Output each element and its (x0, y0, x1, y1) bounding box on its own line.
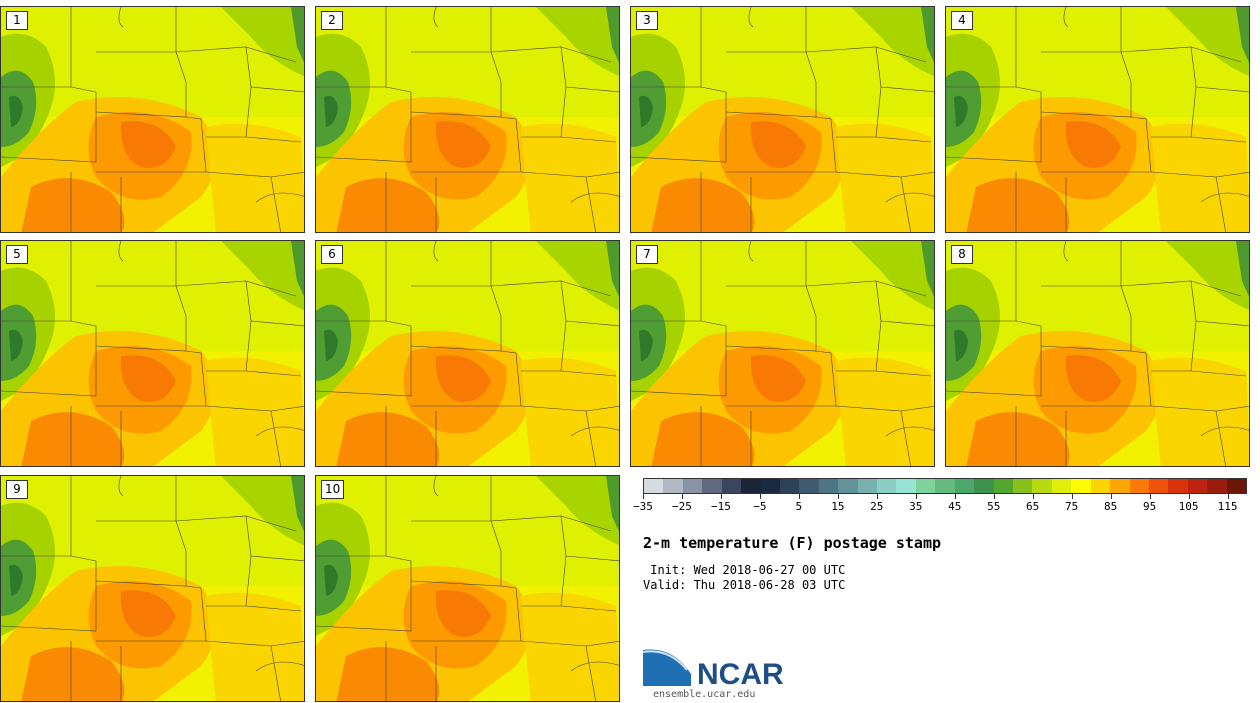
colorbar-tick (759, 494, 761, 499)
colorbar-bin (915, 479, 936, 493)
colorbar-tick (915, 494, 917, 499)
member-map-panel: 7 (630, 240, 935, 467)
colorbar-tick (798, 494, 800, 499)
colorbar-tick-label: 45 (948, 500, 962, 513)
colorbar-tick (837, 494, 839, 499)
colorbar-tick-label: 75 (1065, 500, 1079, 513)
init-time: Init: Wed 2018-06-27 00 UTC (643, 563, 846, 577)
member-map-panel: 5 (0, 240, 305, 467)
colorbar-tick (1110, 494, 1112, 499)
colorbar-bin (935, 479, 955, 493)
colorbar-tick-label: 5 (795, 500, 803, 513)
chart-title: 2-m temperature (F) postage stamp (643, 534, 942, 552)
member-map-panel: 9 (0, 475, 305, 702)
colorbar-bin (1071, 479, 1091, 493)
member-number-label: 4 (951, 11, 973, 30)
member-number-label: 6 (321, 245, 343, 264)
valid-time: Valid: Thu 2018-06-28 03 UTC (643, 578, 846, 592)
member-map-panel: 8 (945, 240, 1250, 467)
member-map-panel: 3 (630, 6, 935, 233)
member-number-label: 7 (636, 245, 658, 264)
colorbar-tick-label: −5 (753, 500, 767, 513)
colorbar-bin (702, 479, 722, 493)
logo-text: NCAR (697, 658, 784, 688)
colorbar-ticks: −35 −25 −15 −5 5 15 25 35 45 55 65 75 85 95 105 115 (633, 494, 1247, 514)
colorbar-tick (993, 494, 995, 499)
colorbar-bin (644, 479, 664, 493)
colorbar-tick-label: 115 (1217, 500, 1238, 513)
colorbar-bin (1051, 479, 1072, 493)
member-number-label: 1 (6, 11, 28, 30)
colorbar-bin (954, 479, 975, 493)
colorbar-tick-label: −25 (672, 500, 692, 513)
colorbar-tick (1227, 494, 1229, 499)
colorbar-tick (643, 494, 644, 499)
colorbar-bin (877, 479, 897, 493)
colorbar-bin (682, 479, 703, 493)
colorbar-tick (876, 494, 878, 499)
colorbar-bin (974, 479, 994, 493)
colorbar-tick (1032, 494, 1034, 499)
colorbar-tick-label: 95 (1142, 500, 1157, 513)
colorbar-tick (954, 494, 956, 499)
colorbar-tick-label: 55 (987, 500, 1001, 513)
member-number-label: 3 (636, 11, 658, 30)
colorbar-bin (1129, 479, 1149, 493)
colorbar-bin (1148, 479, 1169, 493)
colorbar-bin (1187, 479, 1208, 493)
colorbar-tick (681, 494, 683, 499)
colorbar-tick-label: 35 (909, 500, 923, 513)
colorbar-bin (1110, 479, 1130, 493)
colorbar-bin (818, 479, 839, 493)
colorbar-tick (1071, 494, 1073, 499)
colorbar-tick-label: 65 (1026, 500, 1040, 513)
member-map-panel: 6 (315, 240, 620, 467)
colorbar-tick-label: 15 (831, 500, 845, 513)
colorbar-tick-label: 85 (1103, 500, 1118, 513)
member-number-label: 2 (321, 11, 343, 30)
colorbar-bin (1207, 479, 1227, 493)
colorbar-tick (720, 494, 722, 499)
colorbar-tick-label: 105 (1178, 500, 1199, 513)
logo-swoosh-icon (643, 649, 691, 686)
colorbar-bin (1032, 479, 1052, 493)
colorbar-tick-label: −35 (633, 500, 653, 513)
temperature-colorbar (643, 478, 1247, 494)
member-map-panel: 2 (315, 6, 620, 233)
colorbar-bin (799, 479, 819, 493)
member-map-panel: 10 (315, 475, 620, 702)
member-number-label: 5 (6, 245, 28, 264)
colorbar-bin (741, 479, 761, 493)
member-number-label: 9 (6, 480, 28, 499)
colorbar-bin (1013, 479, 1033, 493)
colorbar-bin (896, 479, 916, 493)
colorbar-bin (760, 479, 780, 493)
colorbar-bin (779, 479, 800, 493)
colorbar-bin (721, 479, 742, 493)
colorbar-tick (1188, 494, 1190, 499)
member-number-label: 10 (321, 480, 345, 499)
colorbar-bin (857, 479, 878, 493)
colorbar-bin (1090, 479, 1111, 493)
member-number-label: 8 (951, 245, 973, 264)
site-url: ensemble.ucar.edu (653, 689, 756, 700)
colorbar-bin (993, 479, 1014, 493)
colorbar-bin (838, 479, 858, 493)
member-map-panel: 4 (945, 6, 1250, 233)
member-map-panel: 1 (0, 6, 305, 233)
colorbar-bin (1168, 479, 1188, 493)
colorbar-tick (1149, 494, 1151, 499)
colorbar-tick-label: 25 (870, 500, 884, 513)
ncar-logo: NCAR (642, 646, 793, 692)
colorbar-bin (1226, 479, 1247, 493)
colorbar-tick-label: −15 (710, 500, 731, 513)
colorbar-bin (663, 479, 683, 493)
